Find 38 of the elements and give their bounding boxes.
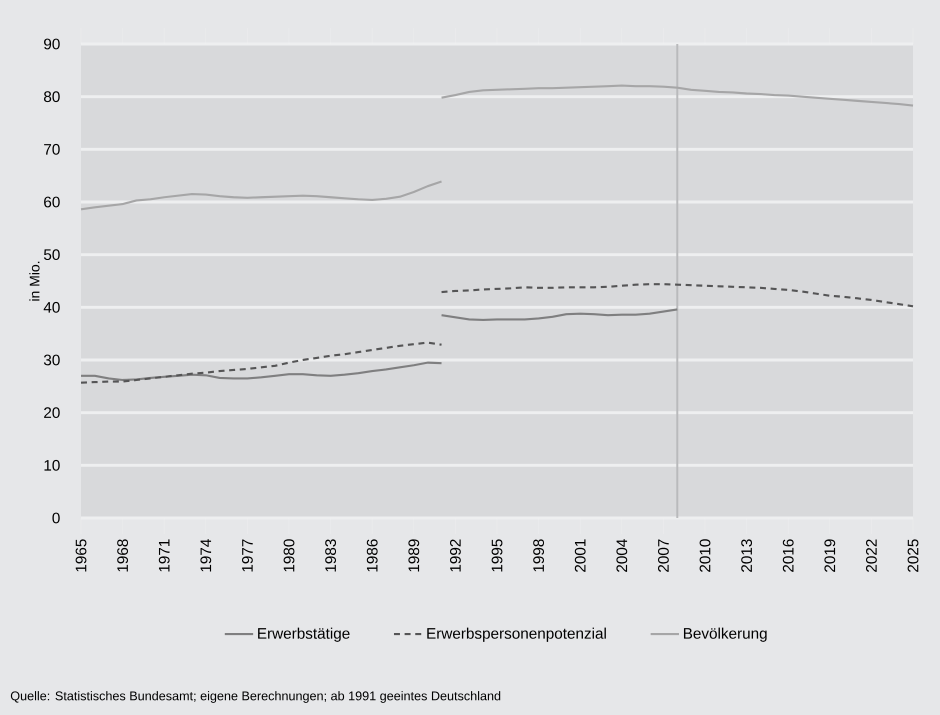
- x-tick-label: 2025: [908, 539, 918, 572]
- x-tick-label: 2019: [824, 539, 836, 572]
- legend-label: Erwerbspersonenpotenzial: [427, 628, 606, 642]
- legend-label: Erwerbstätige: [258, 628, 350, 642]
- x-tick-label: 2001: [574, 539, 586, 572]
- x-tick-label: 1968: [117, 539, 128, 572]
- y-tick-label: 90: [44, 38, 60, 50]
- y-tick-label: 50: [44, 249, 60, 260]
- x-tick-label: 1977: [242, 539, 253, 572]
- x-tick-label: 2016: [782, 539, 794, 572]
- x-tick-label: 2007: [658, 539, 669, 572]
- x-tick-label: 1998: [533, 539, 544, 572]
- x-tick-label: 2004: [616, 539, 628, 572]
- y-tick-label: 20: [44, 407, 60, 418]
- x-tick-label: 1974: [200, 539, 212, 572]
- legend-label: Bevölkerung: [684, 628, 767, 642]
- x-tick-label: 1980: [284, 539, 294, 572]
- y-tick-label: 10: [44, 460, 60, 471]
- y-tick-label: 70: [44, 144, 60, 155]
- x-tick-label: 1965: [76, 539, 86, 572]
- line-series: [80, 362, 443, 382]
- x-tick-label: 1983: [325, 539, 336, 572]
- x-tick-label: 1992: [450, 539, 461, 572]
- y-tick-label: 0: [52, 512, 60, 524]
- line-series: [80, 342, 443, 384]
- source-note: Quelle: Statistisches Bundesamt; eigene Berechnungen; ab 1991 geeintes Deutschland: [10, 691, 500, 703]
- y-axis-title: in Mio.: [29, 262, 40, 301]
- x-tick-label: 1995: [492, 539, 502, 572]
- x-tick-label: 2022: [866, 539, 877, 572]
- x-tick-label: 1986: [366, 539, 378, 572]
- x-tick-label: 2013: [741, 539, 752, 572]
- y-tick-label: 60: [44, 196, 60, 208]
- y-tick-label: 30: [44, 354, 60, 366]
- y-tick-label: 80: [44, 91, 60, 102]
- x-tick-label: 1989: [408, 539, 420, 572]
- x-tick-label: 2010: [700, 539, 710, 572]
- x-tick-label: 1971: [158, 539, 170, 572]
- y-tick-label: 40: [44, 302, 60, 313]
